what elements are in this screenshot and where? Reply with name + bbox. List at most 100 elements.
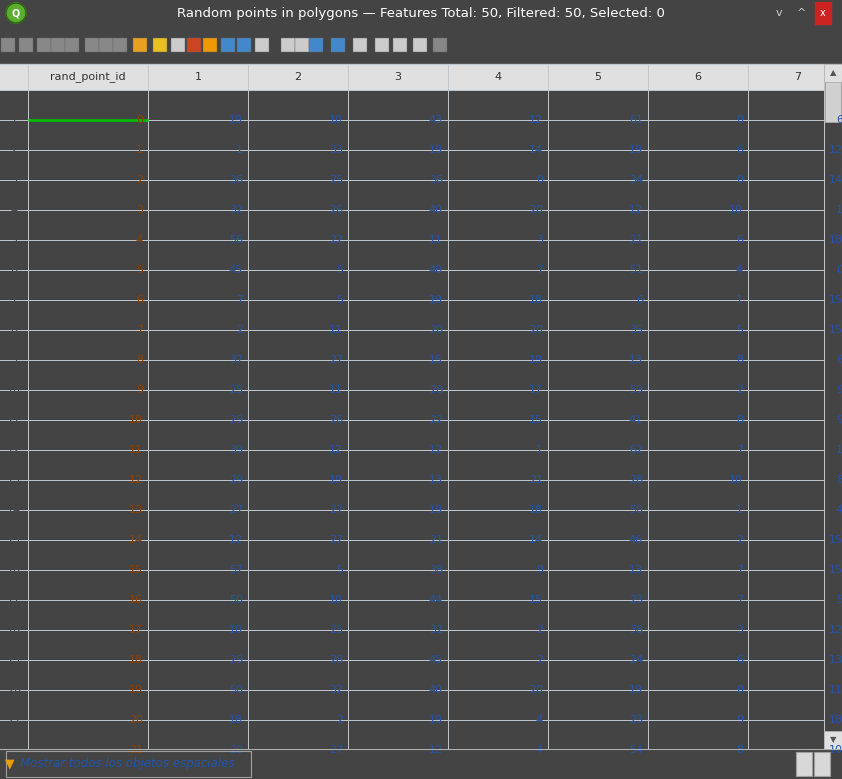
Text: 7: 7 bbox=[795, 72, 802, 82]
Text: 10: 10 bbox=[329, 115, 343, 125]
Text: 5: 5 bbox=[594, 72, 601, 82]
Text: 16: 16 bbox=[129, 595, 143, 605]
Text: 40: 40 bbox=[429, 685, 443, 695]
Text: 45: 45 bbox=[429, 655, 443, 665]
Text: 2: 2 bbox=[10, 145, 18, 155]
Text: 19: 19 bbox=[229, 115, 243, 125]
Text: 21: 21 bbox=[7, 715, 21, 725]
Bar bbox=[824, 731, 842, 749]
Text: 11: 11 bbox=[7, 415, 21, 425]
Text: 6: 6 bbox=[736, 235, 743, 245]
Text: 13: 13 bbox=[629, 565, 643, 575]
Bar bbox=[187, 38, 201, 52]
Text: 2: 2 bbox=[295, 72, 301, 82]
Text: 17: 17 bbox=[7, 595, 21, 605]
Circle shape bbox=[6, 3, 26, 23]
Text: 15: 15 bbox=[529, 415, 543, 425]
Text: 9: 9 bbox=[836, 385, 842, 395]
Bar bbox=[255, 38, 269, 52]
Text: 5: 5 bbox=[336, 565, 343, 575]
Text: 3: 3 bbox=[395, 72, 402, 82]
Text: 43: 43 bbox=[429, 115, 443, 125]
Text: 18: 18 bbox=[7, 625, 21, 635]
Text: 7: 7 bbox=[236, 295, 243, 305]
Text: 6: 6 bbox=[736, 655, 743, 665]
Text: 14: 14 bbox=[829, 175, 842, 185]
Text: 27: 27 bbox=[229, 505, 243, 515]
Bar bbox=[37, 38, 51, 52]
Text: 1: 1 bbox=[536, 445, 543, 455]
Text: 12: 12 bbox=[329, 445, 343, 455]
Text: 17: 17 bbox=[129, 625, 143, 635]
Text: 8: 8 bbox=[736, 415, 743, 425]
Text: 9: 9 bbox=[136, 385, 143, 395]
Text: 15: 15 bbox=[829, 295, 842, 305]
Text: 51: 51 bbox=[629, 265, 643, 275]
Text: 14: 14 bbox=[529, 535, 543, 545]
Text: 3: 3 bbox=[536, 235, 543, 245]
Text: 5: 5 bbox=[10, 235, 18, 245]
Bar bbox=[796, 752, 812, 776]
Text: 8: 8 bbox=[136, 355, 143, 365]
Text: 12: 12 bbox=[829, 625, 842, 635]
Bar bbox=[99, 38, 113, 52]
Text: 5: 5 bbox=[136, 265, 143, 275]
Text: 32: 32 bbox=[329, 685, 343, 695]
Text: 14: 14 bbox=[7, 505, 21, 515]
Text: 1: 1 bbox=[236, 145, 243, 155]
Text: 13: 13 bbox=[829, 655, 842, 665]
Text: 19: 19 bbox=[629, 145, 643, 155]
Text: 27: 27 bbox=[328, 745, 343, 755]
Bar bbox=[825, 82, 841, 122]
Text: 20: 20 bbox=[7, 685, 21, 695]
Text: 15: 15 bbox=[129, 565, 143, 575]
Text: 6: 6 bbox=[736, 145, 743, 155]
Text: 1: 1 bbox=[736, 505, 743, 515]
Text: 10: 10 bbox=[829, 745, 842, 755]
Text: 1: 1 bbox=[836, 445, 842, 455]
Text: 6: 6 bbox=[136, 295, 143, 305]
Text: 0: 0 bbox=[136, 115, 143, 125]
Text: 12: 12 bbox=[229, 535, 243, 545]
Text: 19: 19 bbox=[429, 715, 443, 725]
Text: ^: ^ bbox=[797, 8, 806, 18]
Bar bbox=[815, 2, 831, 24]
Text: 16: 16 bbox=[7, 565, 21, 575]
Text: 61: 61 bbox=[629, 115, 643, 125]
Text: 29: 29 bbox=[229, 415, 243, 425]
Text: 7: 7 bbox=[10, 295, 18, 305]
Text: 15: 15 bbox=[429, 355, 443, 365]
Text: 2: 2 bbox=[736, 535, 743, 545]
Text: 1: 1 bbox=[10, 115, 18, 125]
Text: 3: 3 bbox=[736, 625, 743, 635]
Text: 56: 56 bbox=[229, 235, 243, 245]
Text: 0: 0 bbox=[736, 115, 743, 125]
Text: 13: 13 bbox=[429, 475, 443, 485]
Text: 46: 46 bbox=[629, 535, 643, 545]
Text: 2: 2 bbox=[736, 385, 743, 395]
Bar bbox=[113, 38, 127, 52]
Text: x: x bbox=[820, 8, 826, 18]
Text: 1: 1 bbox=[836, 205, 842, 215]
Bar bbox=[221, 38, 235, 52]
Text: 0: 0 bbox=[536, 175, 543, 185]
Text: 25: 25 bbox=[329, 625, 343, 635]
Text: 36: 36 bbox=[429, 175, 443, 185]
Text: ▼: ▼ bbox=[829, 735, 836, 745]
Text: 38: 38 bbox=[629, 625, 643, 635]
Text: 1: 1 bbox=[195, 72, 201, 82]
Text: 4: 4 bbox=[536, 745, 543, 755]
Text: 21: 21 bbox=[129, 745, 143, 755]
Text: 19: 19 bbox=[329, 475, 343, 485]
Text: 22: 22 bbox=[7, 745, 21, 755]
Text: 6: 6 bbox=[695, 72, 701, 82]
Text: 7: 7 bbox=[136, 325, 143, 335]
Text: 10: 10 bbox=[729, 475, 743, 485]
Text: 8: 8 bbox=[736, 355, 743, 365]
Text: ▲: ▲ bbox=[829, 69, 836, 77]
Text: 9: 9 bbox=[836, 415, 842, 425]
Text: 11: 11 bbox=[429, 235, 443, 245]
Bar bbox=[295, 38, 309, 52]
Text: 12: 12 bbox=[129, 475, 143, 485]
Text: 10: 10 bbox=[729, 205, 743, 215]
